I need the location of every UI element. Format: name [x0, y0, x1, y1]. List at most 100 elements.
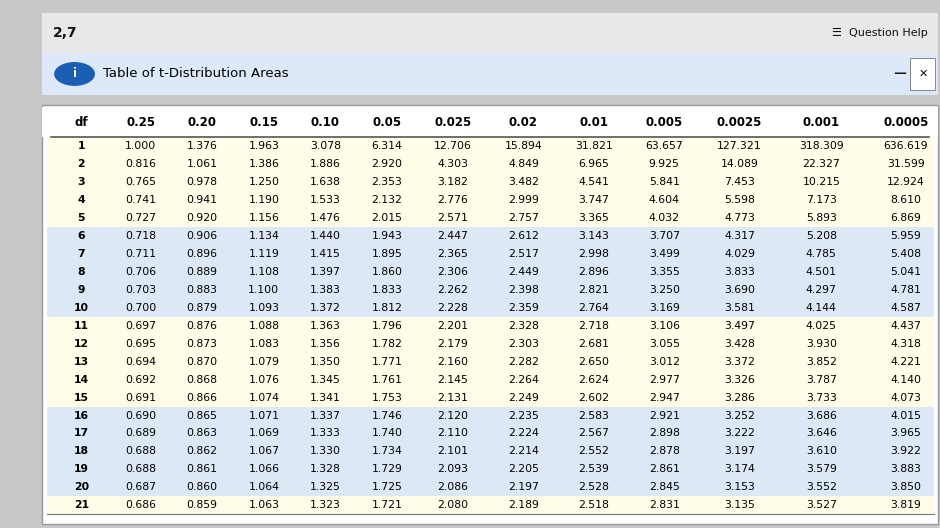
Text: 3.747: 3.747 — [578, 195, 609, 205]
Text: 63.657: 63.657 — [646, 142, 683, 152]
Text: 4: 4 — [78, 195, 86, 205]
Text: 5.041: 5.041 — [890, 267, 921, 277]
Text: 3.372: 3.372 — [724, 357, 755, 366]
Text: 2.517: 2.517 — [508, 249, 539, 259]
Text: 0.703: 0.703 — [125, 285, 156, 295]
Text: 0.05: 0.05 — [372, 116, 401, 129]
Text: 1.812: 1.812 — [371, 303, 402, 313]
Text: 3.222: 3.222 — [724, 428, 755, 438]
Text: 5.893: 5.893 — [806, 213, 837, 223]
Text: 1.067: 1.067 — [248, 446, 279, 456]
Text: 5.598: 5.598 — [724, 195, 755, 205]
Text: 1.729: 1.729 — [371, 464, 402, 474]
Text: 2.947: 2.947 — [649, 392, 680, 402]
Text: 1.156: 1.156 — [248, 213, 279, 223]
Text: 3.428: 3.428 — [724, 339, 755, 348]
Text: 1.100: 1.100 — [248, 285, 279, 295]
Text: 2.110: 2.110 — [437, 428, 468, 438]
Text: 3.579: 3.579 — [806, 464, 837, 474]
Text: 0.001: 0.001 — [803, 116, 839, 129]
Text: 12.706: 12.706 — [434, 142, 472, 152]
Text: 0.01: 0.01 — [579, 116, 608, 129]
Text: 2.571: 2.571 — [438, 213, 468, 223]
Text: 0.860: 0.860 — [187, 482, 218, 492]
Text: 0.15: 0.15 — [249, 116, 278, 129]
Text: 0.690: 0.690 — [125, 410, 156, 420]
Text: 2.359: 2.359 — [508, 303, 539, 313]
Text: 1.250: 1.250 — [248, 177, 279, 187]
Text: 0.706: 0.706 — [125, 267, 156, 277]
Text: 1.746: 1.746 — [371, 410, 402, 420]
Bar — [47, 173, 933, 191]
Text: 18: 18 — [74, 446, 89, 456]
Text: 5: 5 — [78, 213, 86, 223]
Text: 2.160: 2.160 — [437, 357, 468, 366]
Text: 2,7: 2,7 — [53, 26, 78, 40]
Text: 0.873: 0.873 — [187, 339, 218, 348]
Text: 1.108: 1.108 — [248, 267, 279, 277]
Text: 0.920: 0.920 — [187, 213, 218, 223]
Text: 3.690: 3.690 — [724, 285, 755, 295]
Text: 0.697: 0.697 — [125, 321, 156, 331]
Text: −: − — [892, 65, 907, 83]
Text: 17: 17 — [74, 428, 89, 438]
Text: df: df — [74, 116, 88, 129]
Text: 1.943: 1.943 — [371, 231, 402, 241]
Text: 2.567: 2.567 — [578, 428, 609, 438]
Text: 8.610: 8.610 — [890, 195, 921, 205]
Text: 1.740: 1.740 — [371, 428, 402, 438]
Text: 1.063: 1.063 — [248, 500, 279, 510]
Text: 0.896: 0.896 — [187, 249, 218, 259]
Text: 4.541: 4.541 — [578, 177, 609, 187]
Text: 2.262: 2.262 — [438, 285, 468, 295]
Text: 6.869: 6.869 — [890, 213, 921, 223]
Text: 127.321: 127.321 — [717, 142, 762, 152]
Text: 12.924: 12.924 — [887, 177, 925, 187]
Text: 11: 11 — [74, 321, 89, 331]
Text: 2.101: 2.101 — [437, 446, 468, 456]
Text: 1.330: 1.330 — [310, 446, 341, 456]
Text: 4.015: 4.015 — [890, 410, 921, 420]
Text: 1.000: 1.000 — [125, 142, 156, 152]
Text: 1.134: 1.134 — [248, 231, 279, 241]
Text: 15.894: 15.894 — [505, 142, 542, 152]
Text: 7: 7 — [78, 249, 86, 259]
Text: 1.328: 1.328 — [310, 464, 341, 474]
Text: 2.398: 2.398 — [508, 285, 539, 295]
Text: 3.078: 3.078 — [310, 142, 341, 152]
Text: 10.215: 10.215 — [803, 177, 840, 187]
Bar — [47, 478, 933, 496]
Text: 2.552: 2.552 — [578, 446, 609, 456]
Text: 1.886: 1.886 — [310, 159, 341, 169]
Text: 2.831: 2.831 — [649, 500, 680, 510]
Text: 1.074: 1.074 — [248, 392, 279, 402]
Text: 3.174: 3.174 — [724, 464, 755, 474]
Text: 8: 8 — [78, 267, 86, 277]
Text: 3.365: 3.365 — [578, 213, 609, 223]
Text: 1.341: 1.341 — [310, 392, 341, 402]
Text: 9.925: 9.925 — [649, 159, 680, 169]
Text: 0.025: 0.025 — [434, 116, 472, 129]
Text: 1.069: 1.069 — [248, 428, 279, 438]
Text: 2.303: 2.303 — [508, 339, 539, 348]
Text: 1.071: 1.071 — [248, 410, 279, 420]
Text: 4.221: 4.221 — [890, 357, 921, 366]
Text: 5.959: 5.959 — [890, 231, 921, 241]
Text: 2.224: 2.224 — [508, 428, 539, 438]
Text: 6.965: 6.965 — [578, 159, 609, 169]
Text: 3.012: 3.012 — [649, 357, 680, 366]
Text: 2.214: 2.214 — [508, 446, 539, 456]
Text: 2.861: 2.861 — [649, 464, 680, 474]
Text: ✕: ✕ — [918, 69, 928, 79]
Text: 1.895: 1.895 — [371, 249, 402, 259]
Text: 0.25: 0.25 — [126, 116, 155, 129]
Text: 20: 20 — [74, 482, 89, 492]
Text: 1.325: 1.325 — [310, 482, 341, 492]
Text: 3.883: 3.883 — [890, 464, 921, 474]
Text: 2.539: 2.539 — [578, 464, 609, 474]
Text: 4.604: 4.604 — [649, 195, 680, 205]
Bar — [47, 496, 933, 514]
Text: 2.998: 2.998 — [578, 249, 609, 259]
Text: 2.920: 2.920 — [371, 159, 402, 169]
Text: 0.694: 0.694 — [125, 357, 156, 366]
